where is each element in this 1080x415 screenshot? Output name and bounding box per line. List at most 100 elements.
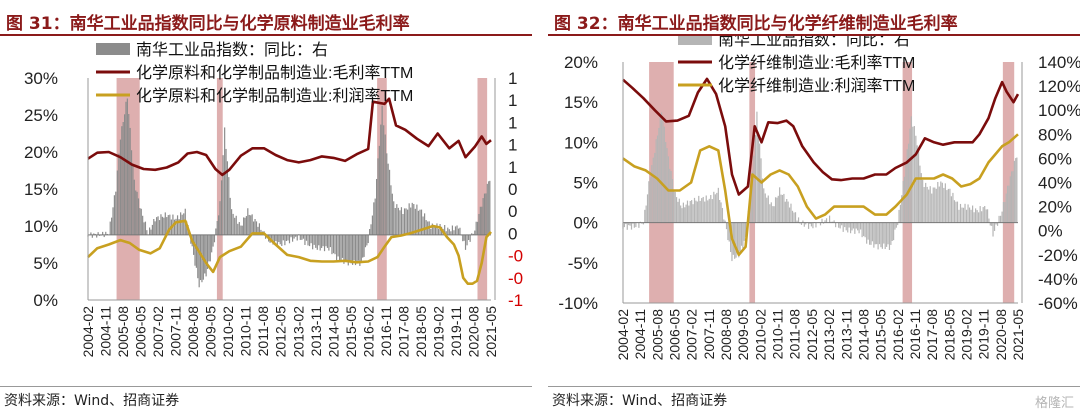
- y-right-tick-label: 0: [508, 180, 517, 199]
- y-right-tick-label: 1: [508, 136, 517, 155]
- y-left-tick-label: 5%: [573, 174, 598, 193]
- chart-title-bar: 图 32：南华工业品指数同比与化学纤维制造业毛利率: [548, 4, 1080, 36]
- chart-title: 图 31：南华工业品指数同比与化学原料制造业毛利率: [6, 14, 410, 34]
- x-tick-label: 2006-05: [667, 309, 683, 361]
- y-right-tick-label: -0: [508, 247, 523, 266]
- y-right-tick-label: 1: [508, 91, 517, 110]
- x-tick-label: 2004-11: [632, 309, 648, 360]
- x-tick-label: 2019-11: [448, 306, 464, 357]
- y-right-tick-label: 120%: [1038, 77, 1080, 96]
- x-tick-label: 2012-05: [804, 309, 820, 361]
- chart-title: 图 32：南华工业品指数同比与化学纤维制造业毛利率: [554, 14, 958, 34]
- x-tick-label: 2015-05: [873, 309, 889, 361]
- x-tick-label: 2010-02: [752, 309, 768, 361]
- divider: [0, 386, 532, 387]
- profit-ttm-line: [87, 219, 492, 285]
- x-tick-label: 2005-08: [115, 306, 131, 358]
- y-left-tick-label: 15%: [24, 180, 58, 199]
- x-tick-label: 2010-11: [770, 309, 786, 360]
- x-tick-label: 2010-11: [238, 306, 254, 357]
- x-tick-label: 2021-05: [483, 306, 499, 358]
- chart-32-svg: -10% -5% 0% 5% 10% 15% 20% -60% -40% -20% 0% 20% 40%…: [558, 36, 1080, 361]
- shaded-period: [477, 78, 488, 300]
- y-left-tick-label: 15%: [564, 93, 598, 112]
- y-right-tick-label: -40%: [1038, 270, 1078, 289]
- x-tick-label: 2018-05: [413, 306, 429, 358]
- x-tick-label: 2007-11: [701, 309, 717, 360]
- x-tick-label: 2014-08: [855, 309, 871, 361]
- x-tick-label: 2016-11: [378, 306, 394, 357]
- x-tick-label: 2007-11: [168, 306, 184, 357]
- legend-label: 南华工业品指数：同比：右: [136, 41, 328, 59]
- y-left-tick-label: 25%: [24, 106, 58, 125]
- legend-label: 化学原料和化学制品制造业:毛利率TTM: [136, 64, 413, 82]
- x-tick-label: 2008-08: [718, 309, 734, 361]
- x-tick-label: 2018-05: [941, 309, 957, 361]
- y-left-tick-label: 0%: [33, 291, 58, 310]
- x-tick-label: 2020-08: [465, 306, 481, 358]
- legend-label: 化学纤维制造业:利润率TTM: [718, 77, 915, 95]
- y-right-tick-label: 0: [508, 224, 517, 243]
- watermark-logo: 格隆汇: [1034, 396, 1074, 411]
- x-tick-label: 2017-08: [395, 306, 411, 358]
- x-tick-label: 2013-11: [308, 306, 324, 357]
- legend-label: 南华工业品指数：同比：右: [718, 36, 910, 49]
- divider: [548, 386, 1080, 387]
- profit-ttm-line: [622, 133, 1019, 257]
- x-tick-label: 2019-02: [430, 306, 446, 358]
- x-tick-label: 2015-05: [343, 306, 359, 358]
- x-tick-label: 2019-02: [958, 309, 974, 361]
- x-tick-label: 2006-05: [133, 306, 149, 358]
- y-right-tick-label: -1: [508, 291, 523, 310]
- y-right-tick-label: 20%: [1038, 198, 1072, 217]
- x-tick-label: 2013-02: [821, 309, 837, 361]
- y-right-tick-label: 80%: [1038, 125, 1072, 144]
- x-tick-label: 2007-02: [684, 309, 700, 361]
- y-left-tick-label: -5%: [568, 254, 598, 273]
- x-tick-label: 2004-02: [615, 309, 631, 361]
- y-left-tick-label: 10%: [564, 133, 598, 152]
- x-tick-label: 2019-11: [976, 309, 992, 360]
- chart-title-bar: 图 31：南华工业品指数同比与化学原料制造业毛利率: [0, 4, 532, 36]
- y-right-tick-label: 40%: [1038, 174, 1072, 193]
- shaded-period: [1002, 62, 1015, 303]
- y-right-tick-label: 1: [508, 69, 517, 88]
- x-tick-label: 2016-11: [907, 309, 923, 360]
- margin-ttm-line: [87, 97, 492, 177]
- margin-ttm-line: [622, 77, 1020, 196]
- x-tick-label: 2011-08: [255, 306, 271, 357]
- y-right-tick-label: 100%: [1038, 101, 1080, 120]
- x-tick-label: 2008-08: [185, 306, 201, 358]
- y-left-tick-label: 5%: [33, 254, 58, 273]
- x-tick-label: 2020-08: [993, 309, 1009, 361]
- x-tick-label: 2021-05: [1010, 309, 1026, 361]
- x-tick-label: 2016-02: [890, 309, 906, 361]
- source-note: 资料来源：Wind、招商证券: [552, 393, 728, 409]
- x-tick-label: 2013-02: [290, 306, 306, 358]
- x-tick-label: 2009-05: [203, 306, 219, 358]
- y-left-tick-label: 10%: [24, 217, 58, 236]
- x-tick-label: 2011-08: [787, 309, 803, 360]
- x-tick-label: 2005-08: [649, 309, 665, 361]
- x-tick-label: 2010-02: [220, 306, 236, 358]
- y-right-tick-label: 1: [508, 113, 517, 132]
- y-right-tick-label: 1: [508, 158, 517, 177]
- x-tick-label: 2004-11: [98, 306, 114, 357]
- legend-label: 化学纤维制造业:毛利率TTM: [718, 54, 915, 72]
- y-left-tick-label: 30%: [24, 69, 58, 88]
- x-tick-label: 2009-05: [735, 309, 751, 361]
- x-tick-label: 2014-08: [325, 306, 341, 358]
- y-right-tick-label: 0: [508, 202, 517, 221]
- shaded-period: [216, 78, 223, 300]
- legend-label: 化学原料和化学制品制造业:利润率TTM: [136, 87, 413, 105]
- x-tick-label: 2004-02: [80, 306, 96, 358]
- y-right-tick-label: 0%: [1038, 222, 1063, 241]
- y-right-tick-label: -20%: [1038, 246, 1078, 265]
- y-right-tick-label: 60%: [1038, 149, 1072, 168]
- x-tick-label: 2016-02: [360, 306, 376, 358]
- x-tick-label: 2017-08: [924, 309, 940, 361]
- x-tick-label: 2007-02: [150, 306, 166, 358]
- y-right-tick-label: -0: [508, 269, 523, 288]
- legend-swatch-area: [96, 43, 130, 55]
- chart-31-svg: 0% 5% 10% 15% 20% 25% 30% -1 -0 -0 0 0 0 1 1 1 1 1 2004-02…: [24, 41, 523, 358]
